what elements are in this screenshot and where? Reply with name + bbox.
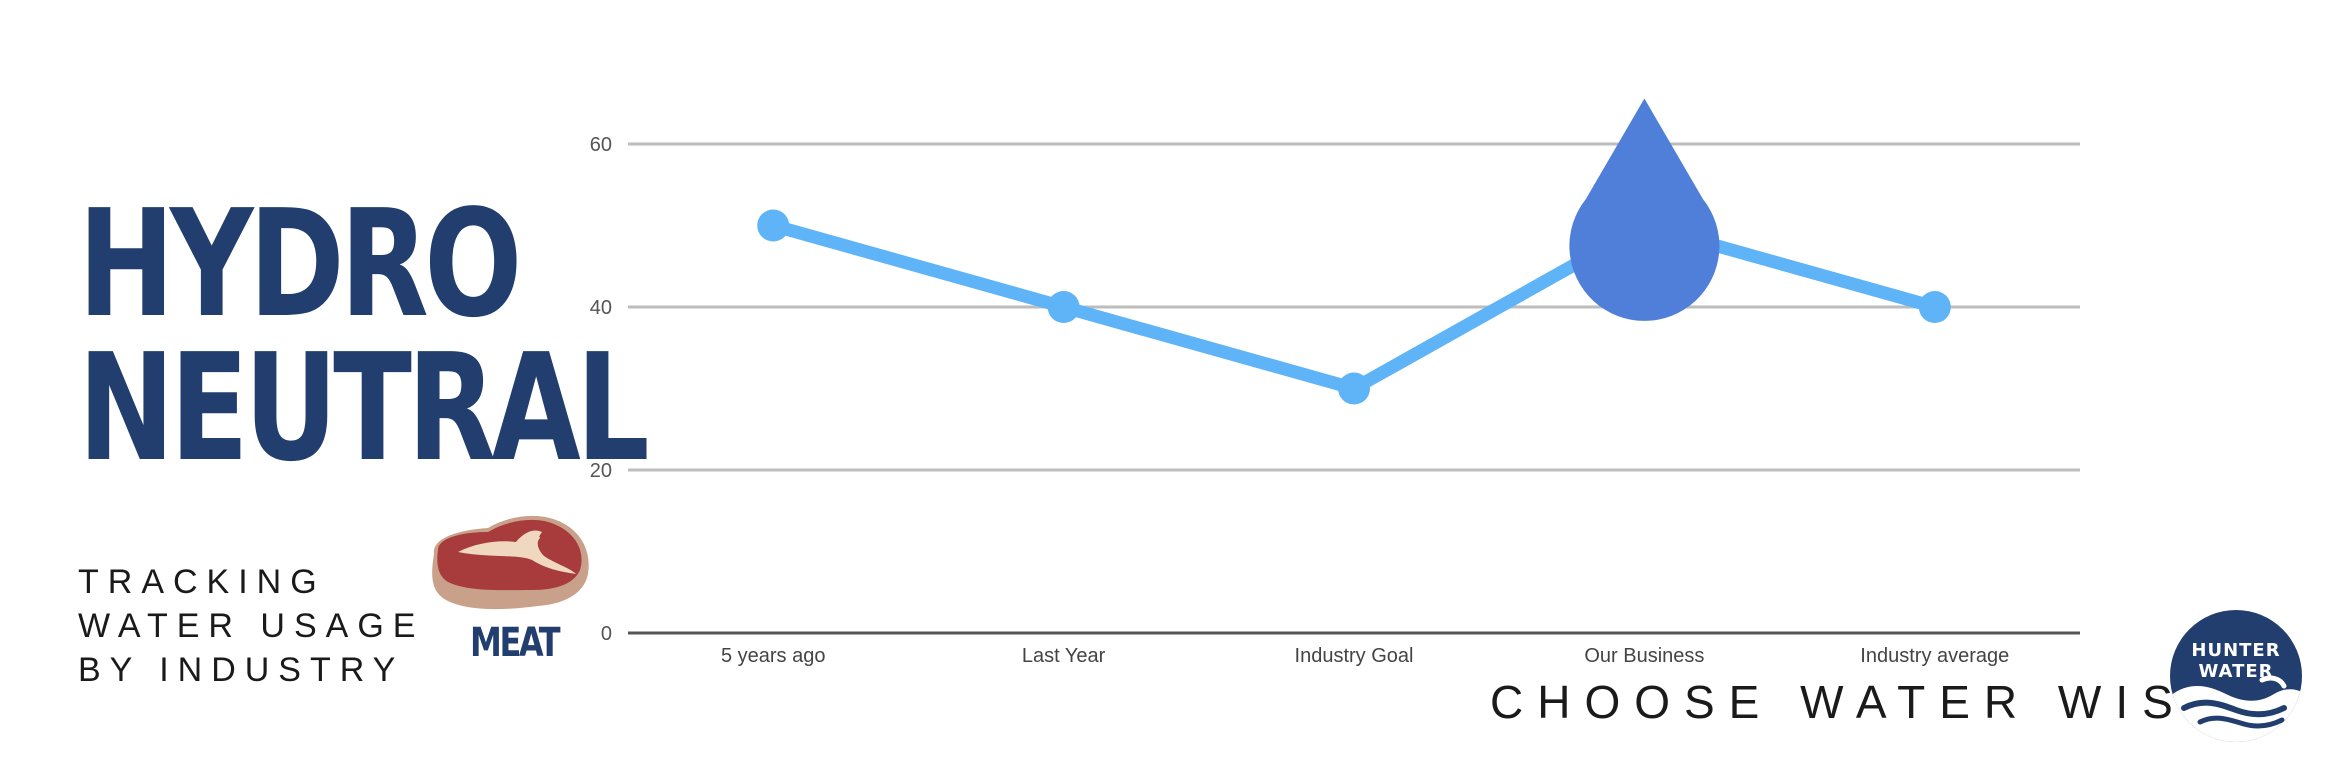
x-tick-label: Our Business — [1584, 645, 1704, 667]
logo-wave-icon — [2170, 675, 2302, 742]
water-drop-icon — [1569, 98, 1720, 321]
subtitle-line-1: TRACKING — [78, 563, 326, 601]
y-tick-label: 60 — [590, 134, 612, 156]
y-tick-label: 40 — [590, 297, 612, 319]
data-point — [1918, 291, 1951, 323]
data-point — [1338, 372, 1370, 405]
subtitle-line-3: BY INDUSTRY — [78, 651, 405, 689]
y-tick-label: 0 — [601, 623, 612, 645]
steak-icon — [432, 515, 589, 610]
title-line-1: HYDRO — [78, 178, 522, 350]
logo-line-2: WATER — [2198, 661, 2274, 682]
subtitle-line-2: WATER USAGE — [78, 607, 425, 645]
logo-text: HUNTER WATER — [2170, 640, 2302, 682]
category-label: MEAT — [470, 620, 561, 666]
logo-line-1: HUNTER — [2191, 640, 2281, 661]
x-tick-label: Last Year — [1022, 645, 1106, 667]
y-tick-label: 20 — [590, 460, 612, 482]
data-point — [757, 209, 790, 242]
x-tick-label: Industry average — [1860, 645, 2009, 667]
subtitle: TRACKING WATER USAGE BY INDUSTRY — [78, 560, 424, 692]
x-tick-label: 5 years ago — [721, 645, 826, 667]
title-block: HYDRO NEUTRAL — [78, 178, 650, 482]
data-point — [1047, 291, 1080, 323]
x-tick-label: Industry Goal — [1295, 645, 1414, 667]
hunter-water-logo-icon: HUNTER WATER — [2170, 610, 2302, 742]
tagline: CHOOSE WATER WISE — [1490, 676, 2232, 728]
